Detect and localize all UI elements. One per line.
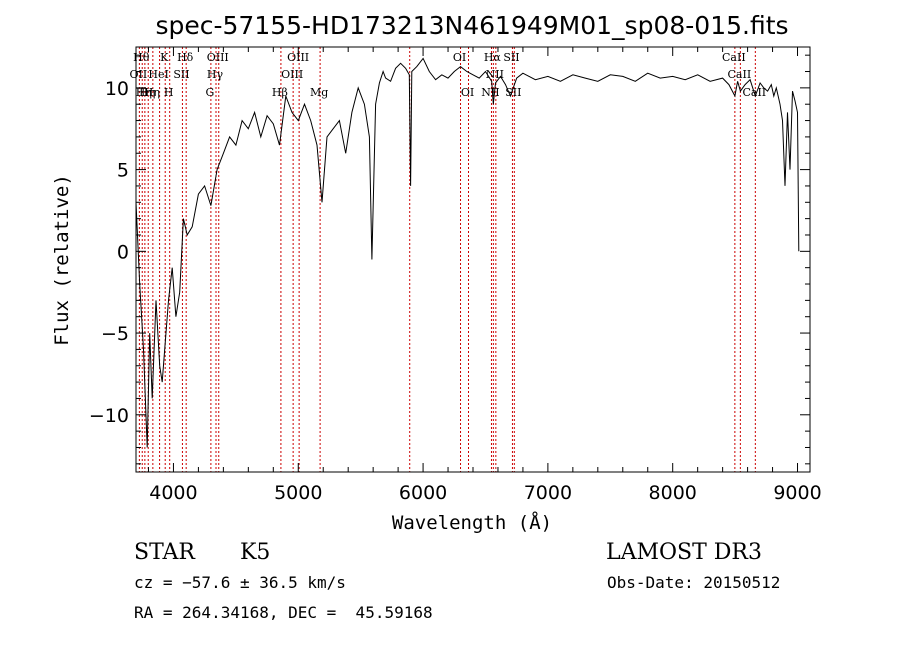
- y-tick-label: 5: [117, 160, 129, 182]
- line-label-13: Hβ: [272, 86, 288, 99]
- line-label-10: G: [205, 86, 214, 99]
- subclass: K5: [240, 540, 271, 565]
- x-tick-label: 9000: [773, 482, 821, 504]
- x-tick-label: 4000: [149, 482, 197, 504]
- y-tick-label: −5: [101, 323, 129, 345]
- y-tick-label: 10: [105, 78, 129, 100]
- x-tick-label: 6000: [399, 482, 447, 504]
- line-label-3: Hη: [139, 86, 155, 99]
- line-label-23: SII: [503, 51, 519, 64]
- line-label-25: CaII: [722, 51, 746, 64]
- coordinates: RA = 264.34168, DEC = 45.59168: [134, 603, 433, 622]
- y-tick-label: −10: [89, 405, 129, 427]
- redshift-cz: cz = −57.6 ± 36.5 km/s: [134, 573, 346, 592]
- line-label-19: OI: [461, 86, 474, 99]
- line-label-0: OII: [130, 68, 148, 81]
- line-label-24: SII: [505, 86, 521, 99]
- obs-date: Obs-Date: 20150512: [607, 573, 781, 592]
- line-label-11: Hγ: [207, 68, 224, 81]
- spectrum-line: [135, 57, 800, 448]
- spectrum-chart: spec-57155-HD173213N461949M01_sp08-015.f…: [51, 11, 822, 534]
- line-labels: OIIHθHηHηHηHeIKHSIIHδGHγOIIIHβOIIIOIIIMg…: [130, 51, 767, 99]
- line-label-22: NII: [486, 68, 504, 81]
- x-tick-label: 8000: [649, 482, 697, 504]
- object-class: STAR: [134, 540, 195, 565]
- x-axis-label: Wavelength (Å): [392, 511, 552, 534]
- line-label-4: Hη: [144, 86, 160, 99]
- line-label-2: Hη: [136, 86, 152, 99]
- line-label-1: Hθ: [133, 51, 150, 64]
- axis-ticks: 4000 5000 6000 7000 8000 9000 −10 −5 0 5 10: [89, 47, 822, 504]
- line-label-15: OIII: [287, 51, 309, 64]
- line-label-8: SII: [173, 68, 189, 81]
- line-markers: [138, 47, 756, 472]
- line-label-21: Hα: [484, 51, 502, 64]
- line-label-14: OIII: [281, 68, 303, 81]
- line-label-5: HeI: [148, 68, 168, 81]
- line-label-12: OIII: [207, 51, 229, 64]
- line-label-20: NII: [481, 86, 499, 99]
- line-label-16: Mg: [310, 86, 328, 99]
- y-axis-label: Flux (relative): [51, 174, 73, 346]
- line-label-26: CaII: [728, 68, 752, 81]
- y-tick-label: 0: [117, 241, 129, 263]
- line-label-18: OI: [453, 51, 466, 64]
- line-label-9: Hδ: [177, 51, 194, 64]
- x-tick-label: 5000: [274, 482, 322, 504]
- plot-frame: [135, 46, 811, 473]
- chart-title: spec-57155-HD173213N461949M01_sp08-015.f…: [155, 11, 788, 40]
- line-label-7: H: [164, 86, 174, 99]
- survey-name: LAMOST DR3: [606, 540, 762, 565]
- x-tick-label: 7000: [524, 482, 572, 504]
- line-label-6: K: [160, 51, 169, 64]
